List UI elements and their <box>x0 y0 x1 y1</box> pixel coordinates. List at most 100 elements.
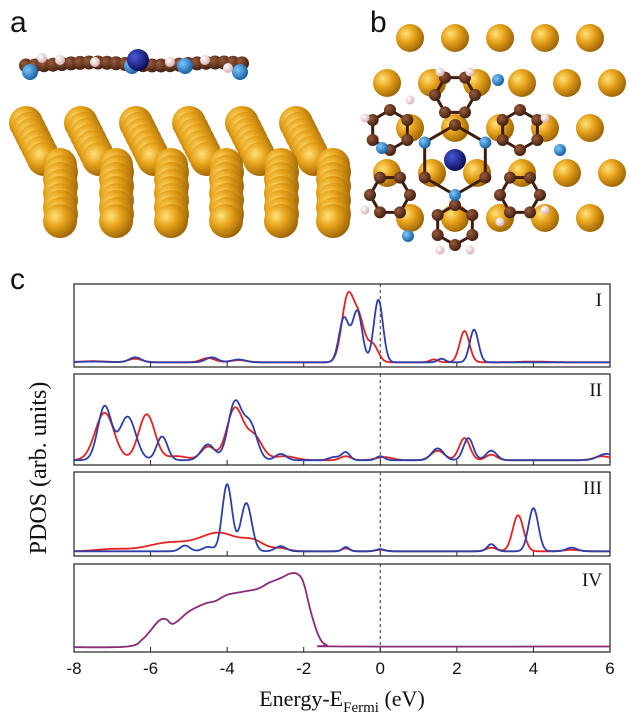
carbon-atom <box>531 134 544 146</box>
gold-atom <box>508 69 536 97</box>
subplot-frame <box>73 471 611 557</box>
hydrogen-atom <box>465 67 475 77</box>
nitrogen-atom <box>22 64 38 80</box>
carbon-atom <box>439 106 451 119</box>
gold-atom <box>486 24 514 52</box>
x-axis-label-main: Energy-E <box>259 686 343 711</box>
carbon-atom <box>374 206 386 219</box>
subplot-frame <box>73 563 611 653</box>
x-tick-label: -4 <box>220 659 235 678</box>
gold-atom <box>154 204 188 238</box>
gold-atom <box>531 24 559 52</box>
carbon-atom <box>449 119 461 131</box>
hydrogen-atom <box>540 113 550 123</box>
carbon-atom <box>531 114 544 126</box>
gold-atom <box>396 24 424 52</box>
pdos-subplot-2: II <box>73 373 611 466</box>
hydrogen-atom <box>90 57 100 67</box>
carbon-atom <box>404 189 416 201</box>
gold-atom <box>441 204 469 232</box>
gold-atom <box>576 114 604 142</box>
carbon-atom <box>514 104 526 116</box>
gold-atom <box>99 204 133 238</box>
panel-label-b: b <box>370 6 387 39</box>
carbon-atom <box>504 171 516 184</box>
hydrogen-atom <box>435 245 445 255</box>
x-tick-label: -2 <box>296 659 311 678</box>
pdos-subplot-4: IV <box>73 563 611 653</box>
pdos-series-red <box>74 290 610 364</box>
gold-atom <box>43 204 77 238</box>
carbon-atom <box>449 239 461 251</box>
hydrogen-atom <box>405 95 415 105</box>
x-tick-label: -8 <box>66 659 81 678</box>
carbon-atom <box>364 189 376 201</box>
carbon-atom <box>469 89 481 101</box>
carbon-atom <box>514 144 526 156</box>
pdos-subplot-3: III <box>73 471 611 557</box>
x-axis-label-unit: (eV) <box>379 686 425 711</box>
carbon-atom <box>394 171 406 184</box>
carbon-atom <box>429 89 441 101</box>
subplot-label: IV <box>582 570 602 591</box>
carbon-atom <box>534 189 546 201</box>
carbon-atom <box>524 171 536 184</box>
gold-atom <box>598 69 626 97</box>
carbon-atom <box>496 134 509 146</box>
subplot-frame <box>73 283 611 368</box>
carbon-atom <box>366 114 379 126</box>
x-tick-label: 4 <box>529 659 538 678</box>
nitrogen-atom <box>418 136 431 149</box>
nitrogen-atom <box>232 64 248 80</box>
hydrogen-atom <box>465 245 475 255</box>
gold-atom <box>373 69 401 97</box>
carbon-atom <box>466 229 479 241</box>
panel-label-a: a <box>10 6 27 39</box>
x-axis-label: Energy-EFermi (eV) <box>259 686 425 716</box>
pdos-series-purple <box>74 572 610 649</box>
carbon-atom <box>418 171 431 184</box>
metal-center-atom <box>444 149 466 171</box>
carbon-atom <box>524 206 536 219</box>
y-axis-label: PDOS (arb. units) <box>26 382 52 555</box>
panel-label-c: c <box>10 263 25 296</box>
gold-atom <box>441 24 469 52</box>
pdos-subplot-1: I <box>73 283 611 368</box>
gold-atom <box>264 204 298 238</box>
gold-atom <box>576 24 604 52</box>
nitrogen-atom <box>177 58 193 74</box>
gold-atom <box>316 204 350 238</box>
subplot-label: III <box>583 478 602 499</box>
gold-atom <box>576 204 604 232</box>
x-tick-label: 2 <box>452 659 461 678</box>
gold-atom <box>531 204 559 232</box>
hydrogen-atom <box>360 205 370 215</box>
pdos-series-blue <box>74 399 611 462</box>
hydrogen-atom <box>360 113 370 123</box>
hydrogen-atom <box>37 53 47 63</box>
carbon-atom <box>366 134 379 146</box>
hydrogen-atom <box>200 55 210 65</box>
carbon-atom <box>384 104 396 116</box>
subplot-label: I <box>596 290 602 311</box>
x-axis-label-subscript: Fermi <box>343 700 379 716</box>
x-tick-label: -6 <box>143 659 158 678</box>
metal-center-atom <box>127 49 149 71</box>
subplot-frame <box>73 373 611 466</box>
carbon-atom <box>431 209 444 221</box>
carbon-atom <box>494 189 506 201</box>
nitrogen-atom <box>479 136 492 149</box>
hydrogen-atom <box>435 67 445 77</box>
hydrogen-atom <box>495 217 505 227</box>
carbon-atom <box>496 114 509 126</box>
hydrogen-atom <box>223 63 233 73</box>
carbon-atom <box>401 134 414 146</box>
hydrogen-atom <box>165 57 175 67</box>
carbon-atom <box>459 106 471 119</box>
hydrogen-atom <box>540 205 550 215</box>
pdos-series-blue <box>74 299 610 364</box>
gold-atom <box>598 159 626 187</box>
carbon-atom <box>479 171 492 184</box>
nitrogen-atom <box>449 189 461 201</box>
